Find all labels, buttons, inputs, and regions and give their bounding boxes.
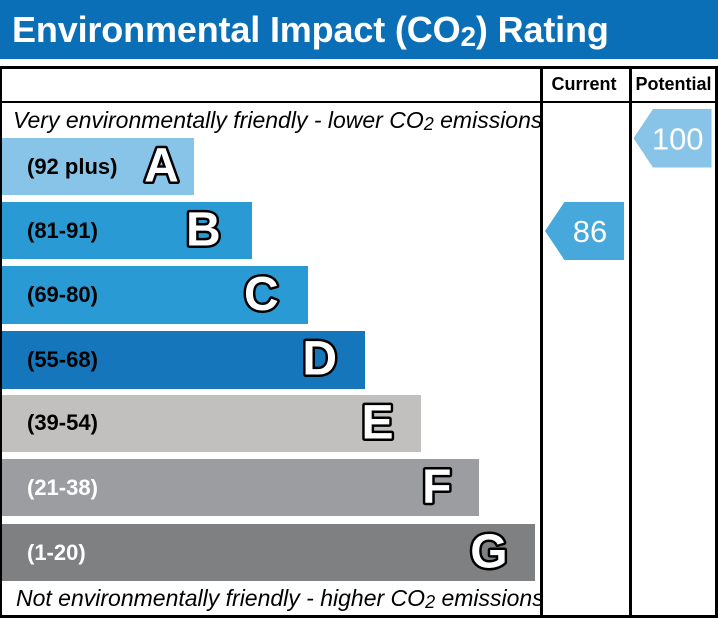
svg-text:86: 86 xyxy=(573,214,607,249)
svg-text:100: 100 xyxy=(652,122,704,157)
svg-text:B: B xyxy=(186,204,221,257)
svg-text:E: E xyxy=(361,396,393,449)
svg-text:F: F xyxy=(422,460,451,513)
svg-text:C: C xyxy=(244,268,279,321)
svg-text:D: D xyxy=(302,332,337,385)
svg-text:G: G xyxy=(470,525,507,578)
svg-text:A: A xyxy=(144,140,179,193)
